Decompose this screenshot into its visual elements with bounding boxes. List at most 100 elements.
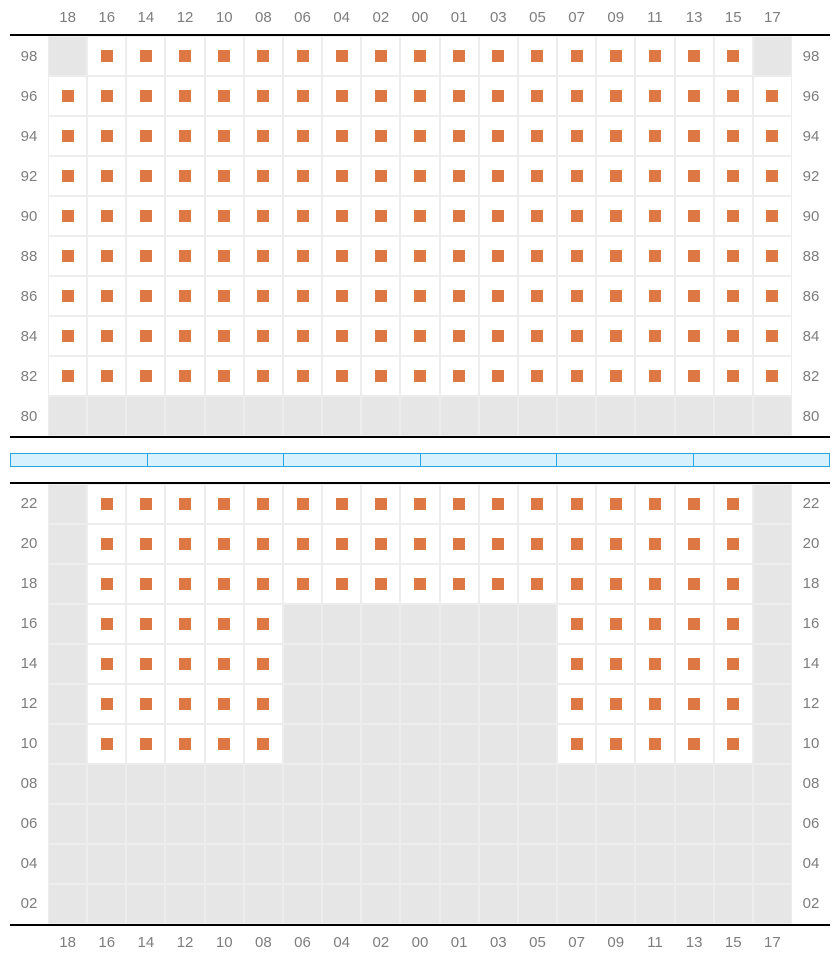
seat[interactable]: [635, 36, 674, 76]
seat[interactable]: [165, 564, 204, 604]
seat[interactable]: [479, 356, 518, 396]
seat[interactable]: [283, 36, 322, 76]
seat[interactable]: [87, 724, 126, 764]
seat[interactable]: [361, 36, 400, 76]
seat[interactable]: [596, 356, 635, 396]
seat[interactable]: [440, 196, 479, 236]
seat[interactable]: [635, 76, 674, 116]
seat[interactable]: [400, 564, 439, 604]
seat[interactable]: [205, 484, 244, 524]
seat[interactable]: [244, 236, 283, 276]
seat[interactable]: [165, 356, 204, 396]
seat[interactable]: [87, 484, 126, 524]
seat[interactable]: [322, 116, 361, 156]
seat[interactable]: [479, 156, 518, 196]
seat[interactable]: [126, 524, 165, 564]
seat[interactable]: [322, 236, 361, 276]
seat[interactable]: [714, 356, 753, 396]
seat[interactable]: [596, 276, 635, 316]
seat[interactable]: [479, 564, 518, 604]
seat[interactable]: [714, 724, 753, 764]
seat[interactable]: [126, 36, 165, 76]
seat[interactable]: [322, 196, 361, 236]
seat[interactable]: [557, 276, 596, 316]
seat[interactable]: [675, 156, 714, 196]
seat[interactable]: [714, 36, 753, 76]
seat[interactable]: [753, 156, 792, 196]
seat[interactable]: [675, 604, 714, 644]
seat[interactable]: [635, 316, 674, 356]
seat[interactable]: [244, 76, 283, 116]
seat[interactable]: [675, 196, 714, 236]
seat[interactable]: [557, 604, 596, 644]
seat[interactable]: [322, 156, 361, 196]
seat[interactable]: [400, 116, 439, 156]
seat[interactable]: [165, 604, 204, 644]
seat[interactable]: [165, 276, 204, 316]
seat[interactable]: [165, 524, 204, 564]
seat[interactable]: [205, 564, 244, 604]
seat[interactable]: [479, 116, 518, 156]
seat[interactable]: [165, 236, 204, 276]
seat[interactable]: [440, 36, 479, 76]
seat[interactable]: [753, 116, 792, 156]
seat[interactable]: [557, 524, 596, 564]
seat[interactable]: [48, 76, 87, 116]
seat[interactable]: [596, 116, 635, 156]
seat[interactable]: [557, 484, 596, 524]
seat[interactable]: [479, 196, 518, 236]
seat[interactable]: [126, 156, 165, 196]
seat[interactable]: [479, 316, 518, 356]
seat[interactable]: [244, 724, 283, 764]
seat[interactable]: [87, 156, 126, 196]
seat[interactable]: [205, 316, 244, 356]
seat[interactable]: [440, 564, 479, 604]
seat[interactable]: [400, 156, 439, 196]
seat[interactable]: [283, 76, 322, 116]
seat[interactable]: [283, 524, 322, 564]
seat[interactable]: [518, 564, 557, 604]
seat[interactable]: [440, 276, 479, 316]
seat[interactable]: [87, 604, 126, 644]
seat[interactable]: [205, 116, 244, 156]
seat[interactable]: [87, 316, 126, 356]
seat[interactable]: [753, 356, 792, 396]
seat[interactable]: [714, 684, 753, 724]
seat[interactable]: [126, 356, 165, 396]
seat[interactable]: [596, 196, 635, 236]
seat[interactable]: [322, 484, 361, 524]
seat[interactable]: [596, 76, 635, 116]
seat[interactable]: [165, 684, 204, 724]
seat[interactable]: [440, 156, 479, 196]
seat[interactable]: [283, 484, 322, 524]
seat[interactable]: [87, 36, 126, 76]
seat[interactable]: [244, 644, 283, 684]
seat[interactable]: [714, 276, 753, 316]
seat[interactable]: [400, 316, 439, 356]
seat[interactable]: [675, 276, 714, 316]
seat[interactable]: [753, 236, 792, 276]
seat[interactable]: [361, 276, 400, 316]
seat[interactable]: [283, 236, 322, 276]
seat[interactable]: [557, 356, 596, 396]
seat[interactable]: [479, 276, 518, 316]
seat[interactable]: [596, 724, 635, 764]
seat[interactable]: [205, 604, 244, 644]
seat[interactable]: [518, 116, 557, 156]
seat[interactable]: [126, 724, 165, 764]
seat[interactable]: [126, 276, 165, 316]
seat[interactable]: [165, 196, 204, 236]
seat[interactable]: [361, 356, 400, 396]
seat[interactable]: [440, 356, 479, 396]
seat[interactable]: [635, 484, 674, 524]
seat[interactable]: [518, 156, 557, 196]
seat[interactable]: [440, 524, 479, 564]
seat[interactable]: [361, 156, 400, 196]
seat[interactable]: [675, 724, 714, 764]
seat[interactable]: [714, 76, 753, 116]
seat[interactable]: [361, 236, 400, 276]
seat[interactable]: [165, 76, 204, 116]
seat[interactable]: [244, 604, 283, 644]
seat[interactable]: [126, 604, 165, 644]
seat[interactable]: [753, 76, 792, 116]
